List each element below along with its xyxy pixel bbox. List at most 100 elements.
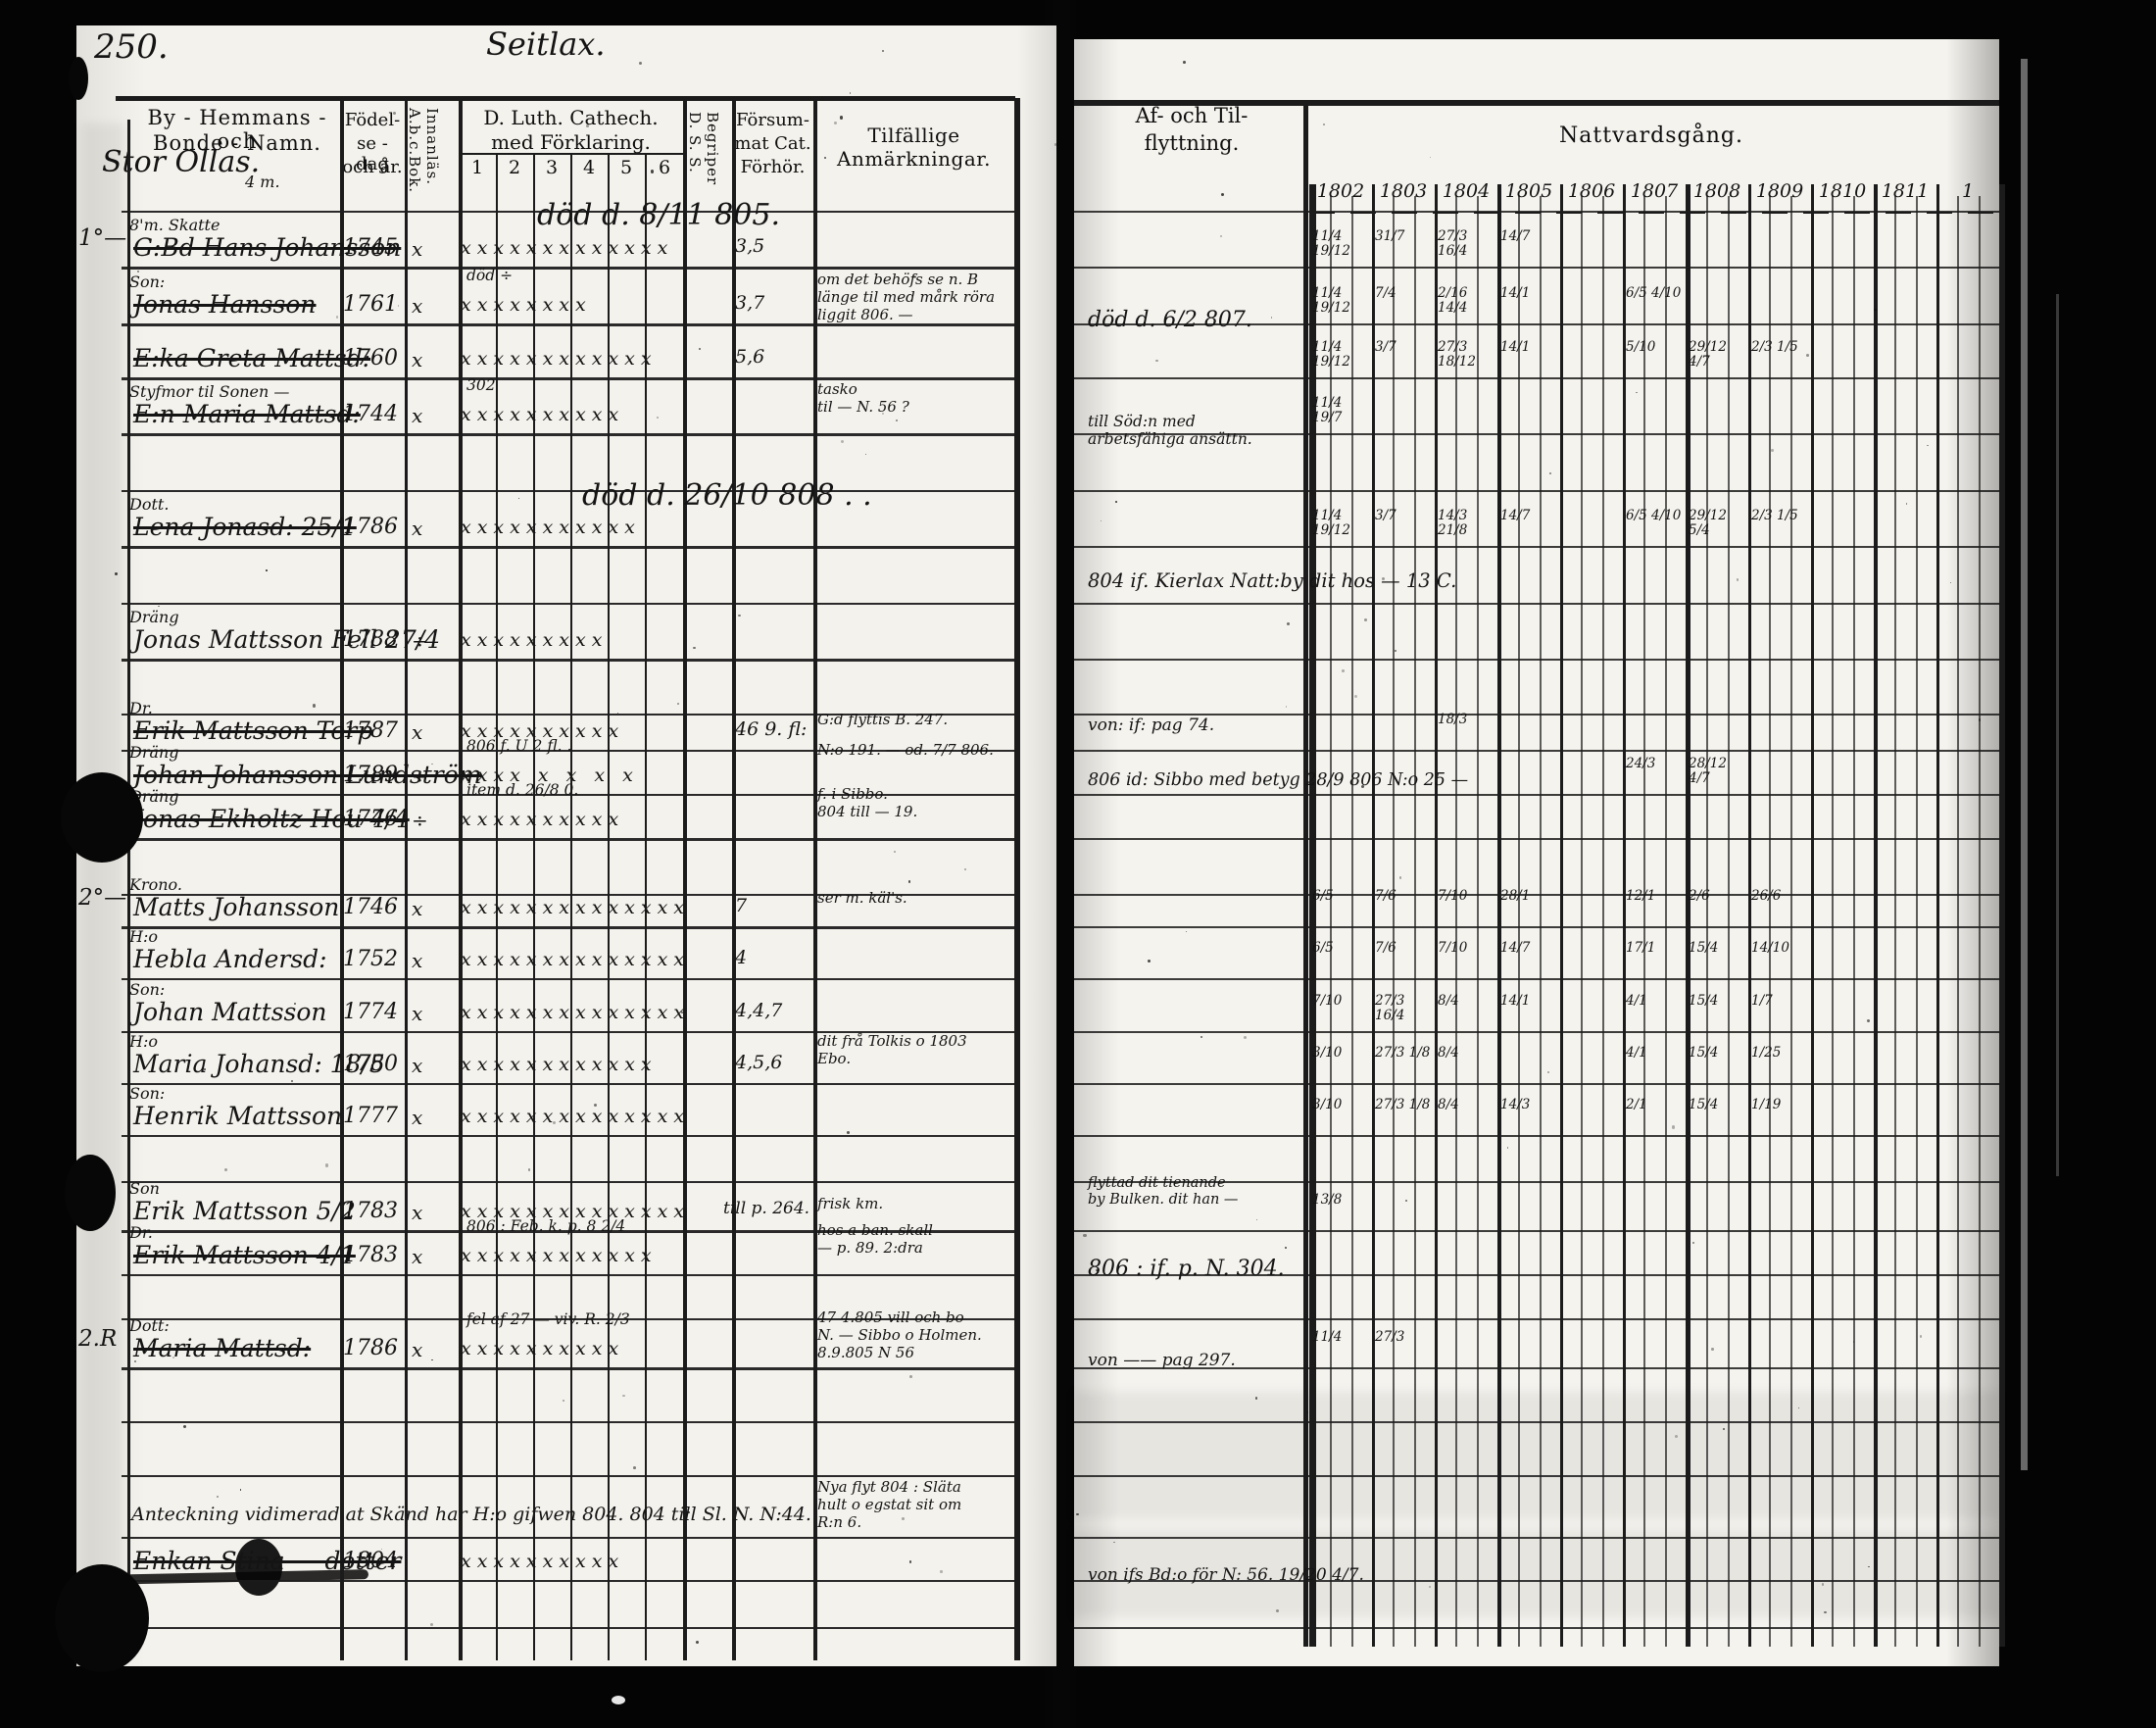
scan-speck	[1200, 1035, 1203, 1039]
scan-speck	[1219, 234, 1223, 237]
communion-entry: 6/5 4/10	[1626, 508, 1682, 523]
rule-horizontal	[122, 1031, 1015, 1033]
birth-year: 1787	[343, 718, 398, 743]
rule-horizontal	[122, 1181, 1015, 1183]
rule-vertical	[1455, 196, 1457, 1647]
header-cat-subcol-3: 3	[545, 157, 559, 178]
scan-speck	[882, 49, 885, 52]
rule-vertical	[1706, 196, 1708, 1647]
scan-speck	[1866, 1019, 1871, 1023]
rule-horizontal	[122, 794, 1015, 796]
communion-entry: 27/3 1/8	[1375, 1045, 1431, 1061]
communion-entry: 8/4	[1438, 1045, 1459, 1061]
rule-vertical	[608, 155, 610, 1660]
communion-entry: 31/7	[1375, 228, 1405, 244]
scan-speck	[639, 62, 643, 66]
birth-year: 1776	[343, 807, 398, 831]
header-dss-line1: D. S. S.	[686, 112, 704, 173]
communion-entry: 29/12 5/4	[1689, 508, 1727, 538]
scan-speck	[824, 157, 827, 160]
rule-vertical	[1790, 196, 1792, 1647]
scan-speck	[429, 1623, 434, 1627]
communion-entry: 28/1	[1500, 888, 1531, 904]
rule-vertical	[1477, 196, 1479, 1647]
birth-year: 1786	[343, 515, 398, 539]
communion-entry: 7/6	[1375, 940, 1396, 956]
scan-speck	[392, 111, 396, 115]
birth-year: 1752	[343, 947, 398, 971]
communion-entry: 14/1	[1500, 339, 1531, 355]
birth-year: 1745	[343, 235, 398, 260]
communion-entry: 15/4	[1689, 940, 1719, 956]
death-note: död d. 26/10 808 . .	[582, 478, 872, 513]
rule-horizontal	[1074, 323, 1999, 325]
scan-speck	[839, 116, 844, 120]
rule-horizontal	[122, 267, 1015, 270]
scan-speck	[834, 121, 838, 124]
scan-speck	[593, 1103, 598, 1107]
scan-speck	[895, 419, 898, 422]
scan-speck	[1692, 1242, 1694, 1244]
communion-entry: 27/3 16/4	[1375, 993, 1405, 1023]
person-name: Erik Mattsson Torp	[133, 716, 373, 745]
catechism-note: 302	[466, 376, 496, 394]
catechism-marks: xxxxxxxxxxxx	[461, 1245, 658, 1266]
person-name: Maria Mattsd:	[133, 1334, 312, 1362]
rule-vertical	[1414, 196, 1416, 1647]
scan-speck	[476, 772, 478, 775]
scan-speck	[1675, 1434, 1679, 1438]
rule-vertical	[1581, 196, 1583, 1647]
row-prefix: Dr.	[129, 1223, 153, 1242]
row-prefix: Son:	[129, 272, 166, 291]
rule-horizontal	[1074, 1580, 1999, 1582]
communion-entry: 3/7	[1375, 508, 1396, 523]
row-prefix: H:o	[129, 927, 158, 946]
scan-speck	[137, 271, 139, 272]
scan-speck	[1381, 576, 1386, 580]
header-abc-col: A.b.c.Bok. Innanläs.	[406, 108, 441, 280]
moving-note: 806 id: Sibbo med betyg 28/9 806 N:o 25 …	[1088, 770, 1469, 790]
header-moving-line2: flyttning.	[1144, 131, 1240, 155]
person-name: E:ka Greta Mattsd:	[133, 344, 371, 372]
catechism-marks: xxxxxxxxx	[461, 629, 609, 651]
communion-entry: 11/4 19/12	[1312, 508, 1350, 538]
person-name: Maria Johansd: 18/5	[133, 1050, 385, 1078]
scan-speck	[1868, 1565, 1870, 1568]
scan-speck	[1398, 875, 1402, 879]
scan-speck	[894, 851, 897, 854]
moving-note: von ifs Bd:o för N: 56. 19/20 4/7.	[1088, 1565, 1364, 1585]
abc-mark: x	[412, 720, 423, 744]
moving-note: till Söd:n med arbetsfähiga ansättn.	[1088, 413, 1252, 448]
rule-vertical	[1999, 184, 2005, 1647]
missed-exams: 5,6	[735, 346, 765, 368]
scan-speck	[133, 1359, 137, 1363]
scan-speck	[431, 1359, 433, 1361]
rule-vertical	[570, 155, 572, 1660]
row-prefix: Dott:	[129, 1316, 170, 1335]
row-margin-number: 2.R	[78, 1326, 118, 1352]
rule-vertical	[1643, 196, 1645, 1647]
rule-horizontal	[1074, 377, 1999, 379]
page-edge-highlight-2	[2056, 294, 2059, 1176]
scan-smudge	[1074, 1392, 1999, 1519]
rule-horizontal	[1074, 1475, 1999, 1477]
catechism-marks: xxxx x x x x	[461, 765, 639, 786]
scan-speck	[1806, 354, 1809, 357]
remarks-note: Nya flyt 804 : Släta hult o egstat sit o…	[817, 1478, 962, 1531]
year-label: 1	[1961, 180, 1975, 202]
rule-horizontal	[1074, 1230, 1999, 1232]
birth-year: 1744	[343, 402, 398, 426]
scan-speck	[657, 416, 659, 419]
rule-vertical	[732, 98, 736, 1660]
moving-note: 804 if. Kierlax Natt:by dit hos — 13 C.	[1088, 569, 1457, 592]
village-title: Seitlax.	[486, 25, 606, 63]
abc-mark: x	[412, 1245, 423, 1268]
scan-speck	[1147, 959, 1151, 963]
remarks-note: tasko til — N. 56 ?	[817, 380, 909, 416]
rule-vertical	[1894, 196, 1896, 1647]
scan-speck	[290, 1079, 293, 1082]
scan-speck	[963, 867, 966, 870]
rule-horizontal	[122, 1135, 1015, 1137]
communion-entry: 14/7	[1500, 940, 1531, 956]
